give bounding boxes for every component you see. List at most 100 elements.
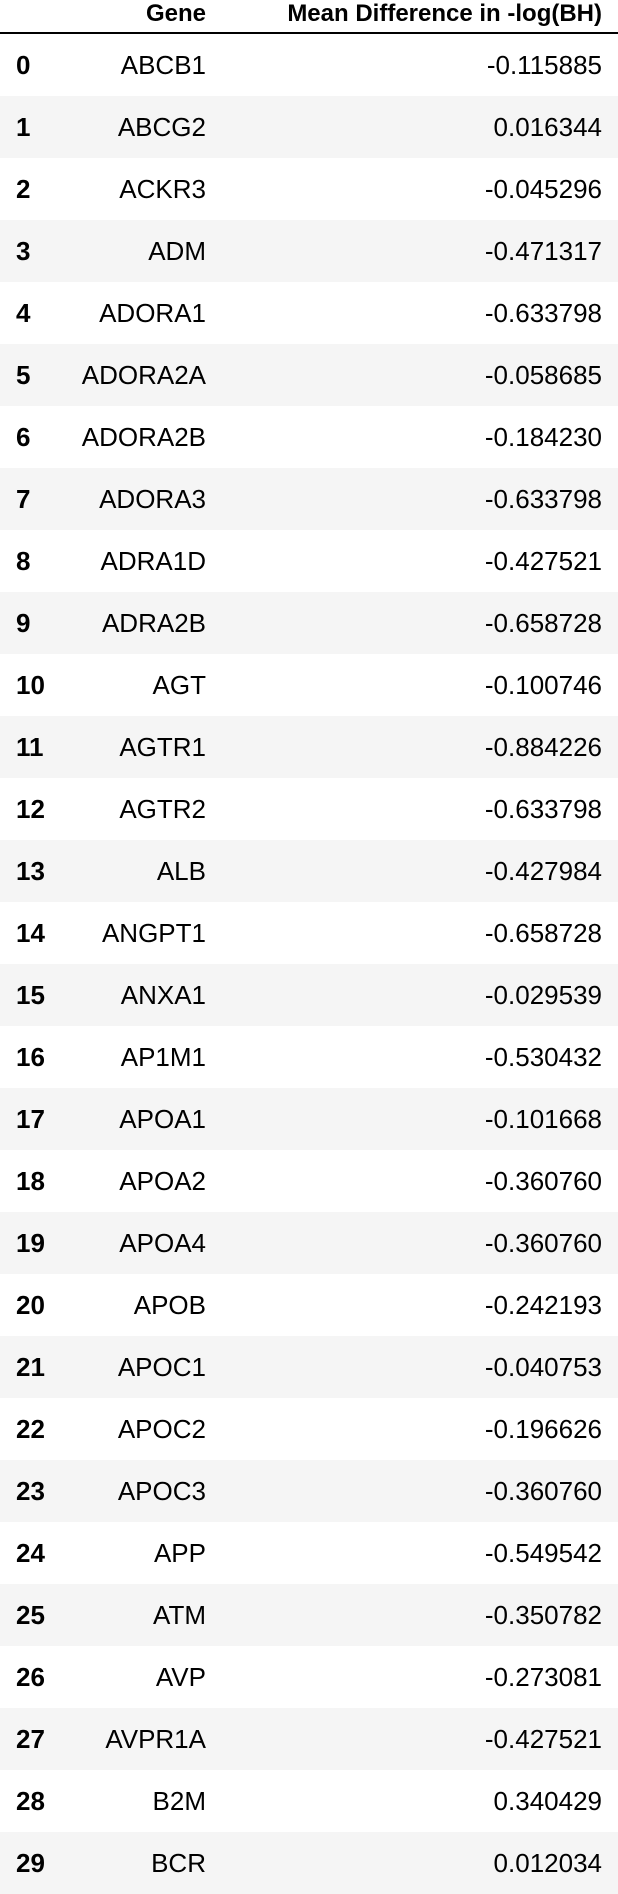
table-row: 1 ABCG2 0.016344: [0, 96, 618, 158]
row-index: 12: [16, 794, 45, 824]
gene-cell: ADRA1D: [100, 546, 206, 576]
row-index: 7: [16, 484, 31, 514]
row-index: 27: [16, 1724, 45, 1754]
mean-difference-cell: -0.360760: [484, 1228, 602, 1258]
row-index: 2: [16, 174, 31, 204]
gene-cell: APOC3: [117, 1476, 206, 1506]
row-index: 9: [16, 608, 31, 638]
table-row: 5 ADORA2A -0.058685: [0, 344, 618, 406]
mean-difference-cell: -0.045296: [484, 174, 602, 204]
mean-difference-cell: -0.029539: [484, 980, 602, 1010]
mean-difference-cell: 0.016344: [493, 112, 602, 142]
column-header-value: Mean Difference in -log(BH): [287, 0, 602, 27]
table-row: 17 APOA1 -0.101668: [0, 1088, 618, 1150]
gene-cell: ADORA3: [99, 484, 206, 514]
row-index: 15: [16, 980, 45, 1010]
table-row: 11 AGTR1 -0.884226: [0, 716, 618, 778]
mean-difference-cell: -0.471317: [484, 236, 602, 266]
gene-cell: ADM: [148, 236, 206, 266]
row-index: 18: [16, 1166, 45, 1196]
table-row: 0 ABCB1 -0.115885: [0, 34, 618, 96]
row-index: 17: [16, 1104, 45, 1134]
mean-difference-cell: -0.350782: [484, 1600, 602, 1630]
mean-difference-cell: -0.658728: [484, 608, 602, 638]
gene-cell: ACKR3: [119, 174, 206, 204]
table-row: 14 ANGPT1 -0.658728: [0, 902, 618, 964]
table-row: 20 APOB -0.242193: [0, 1274, 618, 1336]
mean-difference-cell: -0.530432: [484, 1042, 602, 1072]
row-index: 6: [16, 422, 31, 452]
row-index: 26: [16, 1662, 45, 1692]
gene-cell: ADORA2B: [81, 422, 206, 452]
gene-cell: ADRA2B: [101, 608, 206, 638]
gene-cell: AP1M1: [120, 1042, 206, 1072]
mean-difference-cell: -0.115885: [486, 50, 602, 80]
table-row: 18 APOA2 -0.360760: [0, 1150, 618, 1212]
table-row: 16 AP1M1 -0.530432: [0, 1026, 618, 1088]
table-row: 26 AVP -0.273081: [0, 1646, 618, 1708]
mean-difference-cell: -0.196626: [484, 1414, 602, 1444]
gene-cell: AGTR1: [119, 732, 206, 762]
gene-cell: ATM: [153, 1600, 206, 1630]
mean-difference-cell: -0.101668: [484, 1104, 602, 1134]
mean-difference-cell: -0.273081: [484, 1662, 602, 1692]
mean-difference-cell: -0.427984: [484, 856, 602, 886]
gene-cell: ANGPT1: [101, 918, 206, 948]
mean-difference-cell: -0.040753: [484, 1352, 602, 1382]
table-row: 15 ANXA1 -0.029539: [0, 964, 618, 1026]
row-index: 19: [16, 1228, 45, 1258]
mean-difference-cell: -0.658728: [484, 918, 602, 948]
table-row: 25 ATM -0.350782: [0, 1584, 618, 1646]
mean-difference-cell: -0.427521: [484, 546, 602, 576]
mean-difference-cell: -0.360760: [484, 1166, 602, 1196]
gene-cell: ABCG2: [117, 112, 206, 142]
table-row: 2 ACKR3 -0.045296: [0, 158, 618, 220]
table-row: 9 ADRA2B -0.658728: [0, 592, 618, 654]
row-index: 13: [16, 856, 45, 886]
row-index: 28: [16, 1786, 45, 1816]
row-index: 23: [16, 1476, 45, 1506]
row-index: 3: [16, 236, 31, 266]
gene-cell: BCR: [151, 1848, 206, 1878]
gene-cell: AGTR2: [119, 794, 206, 824]
mean-difference-cell: -0.184230: [484, 422, 602, 452]
row-index: 11: [16, 732, 44, 762]
gene-cell: ADORA1: [99, 298, 206, 328]
table-row: 13 ALB -0.427984: [0, 840, 618, 902]
row-index: 1: [16, 112, 31, 142]
gene-cell: APOC2: [117, 1414, 206, 1444]
gene-cell: ADORA2A: [81, 360, 206, 390]
row-index: 14: [16, 918, 45, 948]
gene-cell: AVP: [155, 1662, 206, 1692]
table-row: 8 ADRA1D -0.427521: [0, 530, 618, 592]
mean-difference-cell: 0.340429: [493, 1786, 602, 1816]
row-index: 29: [16, 1848, 45, 1878]
table-row: 4 ADORA1 -0.633798: [0, 282, 618, 344]
mean-difference-cell: -0.633798: [484, 298, 602, 328]
row-index: 4: [16, 298, 31, 328]
table-row: 24 APP -0.549542: [0, 1522, 618, 1584]
table-row: 6 ADORA2B -0.184230: [0, 406, 618, 468]
gene-cell: APOA4: [119, 1228, 206, 1258]
gene-cell: APOC1: [117, 1352, 206, 1382]
gene-cell: B2M: [152, 1786, 206, 1816]
table-row: 12 AGTR2 -0.633798: [0, 778, 618, 840]
mean-difference-cell: -0.360760: [484, 1476, 602, 1506]
gene-cell: APOB: [133, 1290, 206, 1320]
mean-difference-cell: -0.427521: [484, 1724, 602, 1754]
row-index: 10: [16, 670, 45, 700]
row-index: 21: [16, 1352, 45, 1382]
table-row: 7 ADORA3 -0.633798: [0, 468, 618, 530]
mean-difference-cell: -0.058685: [484, 360, 602, 390]
gene-cell: APP: [153, 1538, 206, 1568]
gene-cell: APOA2: [119, 1166, 206, 1196]
table-row: 28 B2M 0.340429: [0, 1770, 618, 1832]
column-header-gene: Gene: [145, 0, 206, 27]
mean-difference-cell: 0.012034: [493, 1848, 602, 1878]
gene-cell: ABCB1: [120, 50, 206, 80]
row-index: 20: [16, 1290, 45, 1320]
gene-cell: ANXA1: [120, 980, 206, 1010]
mean-difference-cell: -0.633798: [484, 794, 602, 824]
gene-cell: AGT: [152, 670, 206, 700]
gene-cell: APOA1: [119, 1104, 206, 1134]
